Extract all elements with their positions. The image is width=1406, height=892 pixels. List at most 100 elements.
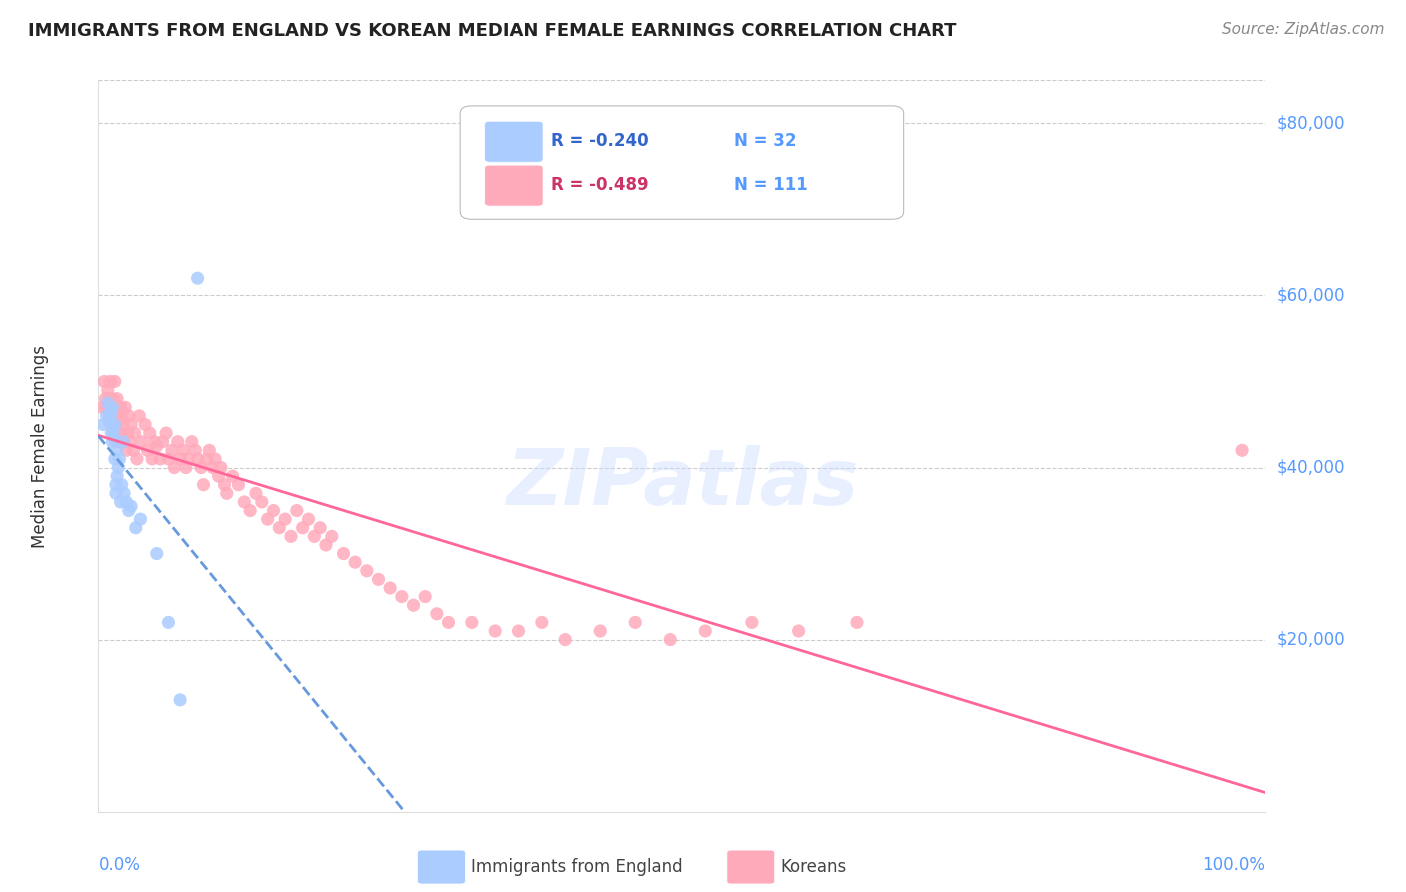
- Point: [344, 555, 367, 569]
- Point: [187, 271, 209, 285]
- Point: [315, 538, 337, 552]
- Point: [101, 404, 124, 418]
- Point: [103, 409, 125, 423]
- Point: [115, 443, 138, 458]
- Point: [285, 503, 308, 517]
- Point: [215, 486, 238, 500]
- Text: $20,000: $20,000: [1277, 631, 1346, 648]
- Point: [90, 401, 112, 415]
- Point: [114, 401, 136, 415]
- Point: [94, 392, 117, 406]
- Point: [103, 422, 125, 436]
- Point: [193, 477, 215, 491]
- Point: [134, 417, 156, 432]
- Point: [125, 521, 148, 535]
- Point: [269, 521, 291, 535]
- Point: [149, 451, 172, 466]
- Point: [103, 430, 125, 444]
- Point: [174, 460, 197, 475]
- Point: [97, 413, 120, 427]
- Point: [367, 573, 389, 587]
- Point: [169, 451, 191, 466]
- Point: [256, 512, 278, 526]
- Point: [214, 477, 236, 491]
- Point: [103, 426, 125, 441]
- Point: [152, 434, 174, 449]
- Point: [155, 426, 177, 441]
- Point: [146, 439, 169, 453]
- Point: [198, 443, 221, 458]
- Point: [97, 392, 120, 406]
- Point: [207, 469, 229, 483]
- Point: [111, 417, 134, 432]
- Point: [108, 413, 131, 427]
- Point: [391, 590, 413, 604]
- Point: [846, 615, 869, 630]
- Point: [160, 443, 183, 458]
- Text: $60,000: $60,000: [1277, 286, 1346, 304]
- Point: [120, 500, 142, 514]
- Point: [190, 460, 212, 475]
- Point: [100, 404, 122, 418]
- Point: [280, 529, 302, 543]
- Point: [98, 375, 121, 389]
- Point: [104, 486, 127, 500]
- Point: [195, 451, 218, 466]
- Point: [96, 409, 118, 423]
- FancyBboxPatch shape: [460, 106, 904, 219]
- Text: R = -0.489: R = -0.489: [551, 176, 648, 194]
- Point: [104, 451, 127, 466]
- Point: [101, 392, 124, 406]
- Point: [209, 460, 232, 475]
- Point: [173, 443, 195, 458]
- Text: Source: ZipAtlas.com: Source: ZipAtlas.com: [1222, 22, 1385, 37]
- Point: [104, 401, 127, 415]
- Point: [129, 512, 152, 526]
- Point: [177, 451, 200, 466]
- Text: R = -0.240: R = -0.240: [551, 132, 648, 150]
- Point: [98, 409, 121, 423]
- Point: [105, 443, 128, 458]
- Point: [304, 529, 326, 543]
- Point: [139, 426, 162, 441]
- Point: [110, 401, 132, 415]
- FancyBboxPatch shape: [485, 121, 543, 162]
- Point: [96, 401, 118, 415]
- Point: [228, 477, 250, 491]
- Point: [108, 451, 131, 466]
- Point: [112, 486, 135, 500]
- Point: [125, 451, 148, 466]
- Point: [250, 495, 273, 509]
- Point: [98, 396, 121, 410]
- Point: [107, 426, 129, 441]
- Text: N = 32: N = 32: [734, 132, 797, 150]
- Point: [741, 615, 763, 630]
- FancyBboxPatch shape: [485, 165, 543, 206]
- Point: [105, 409, 128, 423]
- Point: [146, 547, 169, 561]
- Point: [239, 503, 262, 517]
- Point: [97, 383, 120, 397]
- Point: [120, 417, 142, 432]
- Point: [309, 521, 332, 535]
- Text: ZIPatlas: ZIPatlas: [506, 444, 858, 521]
- Point: [157, 615, 180, 630]
- Point: [221, 469, 243, 483]
- Text: Median Female Earnings: Median Female Earnings: [31, 344, 49, 548]
- Point: [624, 615, 647, 630]
- Point: [107, 460, 129, 475]
- Point: [787, 624, 810, 638]
- Point: [169, 693, 191, 707]
- Point: [659, 632, 682, 647]
- Point: [108, 434, 131, 449]
- Point: [105, 469, 128, 483]
- Text: N = 111: N = 111: [734, 176, 808, 194]
- Point: [262, 503, 284, 517]
- Point: [1230, 443, 1253, 458]
- Point: [111, 409, 134, 423]
- Point: [104, 417, 127, 432]
- Point: [124, 426, 146, 441]
- Point: [104, 375, 127, 389]
- Text: IMMIGRANTS FROM ENGLAND VS KOREAN MEDIAN FEMALE EARNINGS CORRELATION CHART: IMMIGRANTS FROM ENGLAND VS KOREAN MEDIAN…: [28, 22, 956, 40]
- Point: [97, 396, 120, 410]
